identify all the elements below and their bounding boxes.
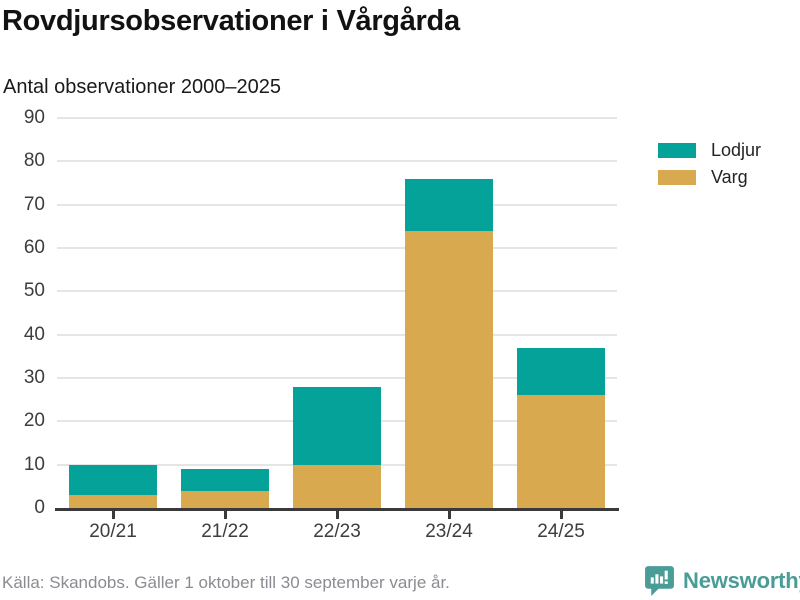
bar-lodjur-20-21 bbox=[69, 464, 157, 495]
legend-swatch-varg bbox=[658, 170, 696, 185]
x-axis-line bbox=[55, 508, 619, 511]
bar-lodjur-23-24 bbox=[405, 178, 493, 231]
newsworthy-logo-text: Newsworthy bbox=[683, 567, 800, 593]
gridline-y30 bbox=[57, 377, 617, 379]
legend-swatch-lodjur bbox=[658, 143, 696, 158]
gridline-y70 bbox=[57, 203, 617, 206]
y-tick-label-60: 60 bbox=[23, 237, 45, 258]
gridline-y60 bbox=[57, 247, 617, 249]
x-tick-22-23 bbox=[335, 511, 339, 519]
y-tick-label-90: 90 bbox=[23, 107, 45, 128]
x-tick-20-21 bbox=[111, 511, 115, 519]
x-tick-24-25 bbox=[559, 511, 563, 519]
x-tick-21-22 bbox=[223, 511, 227, 519]
x-tick-label-24-25: 24/25 bbox=[537, 521, 585, 542]
y-tick-label-0: 0 bbox=[34, 497, 45, 518]
source-note: Källa: Skandobs. Gäller 1 oktober till 3… bbox=[2, 573, 450, 592]
legend-label-lodjur: Lodjur bbox=[711, 140, 762, 160]
plot-area bbox=[57, 117, 617, 508]
bar-varg-21-22 bbox=[181, 490, 269, 508]
x-tick-23-24 bbox=[447, 511, 451, 519]
y-tick-label-70: 70 bbox=[23, 193, 45, 215]
bar-varg-20-21 bbox=[69, 495, 157, 508]
newsworthy-logo: Newsworthy bbox=[643, 564, 800, 597]
legend-item-varg: Varg bbox=[658, 164, 761, 191]
bar-lodjur-21-22 bbox=[181, 469, 269, 491]
legend-label-varg: Varg bbox=[711, 167, 748, 187]
y-tick-label-80: 80 bbox=[23, 150, 45, 172]
y-axis-labels: 0 10 20 30 40 50 60 70 80 90 bbox=[0, 107, 45, 560]
x-tick-label-20-21: 20/21 bbox=[89, 521, 137, 542]
y-tick-label-50: 50 bbox=[23, 280, 45, 302]
bar-varg-23-24 bbox=[405, 230, 493, 508]
bar-lodjur-22-23 bbox=[293, 386, 381, 465]
chart-title: Rovdjursobservationer i Vårgårda bbox=[2, 5, 460, 37]
legend-item-lodjur: Lodjur bbox=[658, 137, 761, 164]
gridline-y40 bbox=[57, 333, 617, 336]
y-tick-label-40: 40 bbox=[23, 323, 45, 345]
x-tick-label-23-24: 23/24 bbox=[425, 521, 473, 542]
gridline-y90 bbox=[57, 117, 617, 119]
legend: Lodjur Varg bbox=[658, 137, 761, 191]
y-tick-label-30: 30 bbox=[23, 367, 45, 388]
gridline-y80 bbox=[57, 160, 617, 163]
bar-lodjur-24-25 bbox=[517, 347, 605, 396]
y-tick-label-20: 20 bbox=[23, 410, 45, 432]
y-tick-label-10: 10 bbox=[23, 453, 45, 475]
chart: 0 10 20 30 40 50 60 70 80 90 20/21 21/22 22/23 23/24… bbox=[0, 107, 640, 560]
bar-varg-24-25 bbox=[517, 395, 605, 508]
gridline-y50 bbox=[57, 290, 617, 293]
chart-subtitle: Antal observationer 2000–2025 bbox=[3, 76, 281, 98]
newsworthy-logo-icon bbox=[645, 566, 674, 596]
bar-varg-22-23 bbox=[293, 464, 381, 508]
x-tick-label-21-22: 21/22 bbox=[201, 521, 249, 542]
x-tick-label-22-23: 22/23 bbox=[313, 521, 361, 542]
